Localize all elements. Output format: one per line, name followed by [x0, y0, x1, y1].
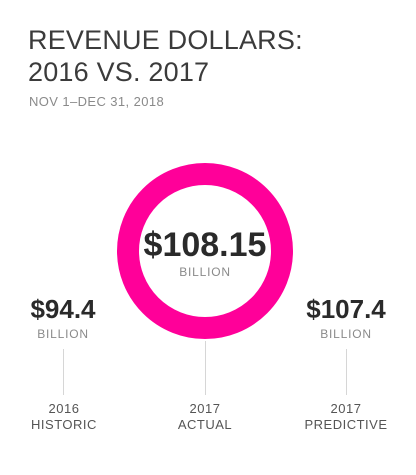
stat-unit-2017-predictive: BILLION	[320, 327, 372, 341]
chart-title-line-2: 2016 VS. 2017	[28, 57, 210, 87]
stat-2017-actual: $108.15 BILLION	[117, 228, 293, 279]
category-year-2017-predictive: 2017	[330, 401, 362, 416]
ring-circle	[117, 163, 293, 339]
stat-2016-historic: $94.4 BILLION	[4, 296, 122, 341]
category-label-2017-actual: 2017 ACTUAL	[145, 401, 265, 433]
date-range-subtitle: NOV 1–DEC 31, 2018	[29, 94, 165, 109]
stat-value-2017-actual: $108.15	[143, 226, 267, 264]
stat-value-2016-historic: $94.4	[30, 294, 96, 324]
stat-value-2017-predictive: $107.4	[306, 294, 386, 324]
category-year-2016-historic: 2016	[48, 401, 80, 416]
connector-line-2017-actual	[205, 341, 206, 395]
connector-line-2017-predictive	[346, 349, 347, 395]
stat-unit-2016-historic: BILLION	[37, 327, 89, 341]
stat-2017-predictive: $107.4 BILLION	[287, 296, 405, 341]
category-name-2017-predictive: PREDICTIVE	[304, 417, 388, 432]
category-year-2017-actual: 2017	[189, 401, 221, 416]
highlight-ring	[117, 163, 293, 339]
chart-title-line-1: REVENUE DOLLARS:	[28, 25, 303, 55]
connector-line-2016-historic	[63, 349, 64, 395]
category-name-2016-historic: HISTORIC	[31, 417, 97, 432]
stat-unit-2017-actual: BILLION	[179, 265, 231, 279]
category-label-2017-predictive: 2017 PREDICTIVE	[286, 401, 406, 433]
category-label-2016-historic: 2016 HISTORIC	[4, 401, 124, 433]
category-name-2017-actual: ACTUAL	[177, 417, 233, 432]
chart-title: REVENUE DOLLARS: 2016 VS. 2017	[28, 24, 388, 88]
